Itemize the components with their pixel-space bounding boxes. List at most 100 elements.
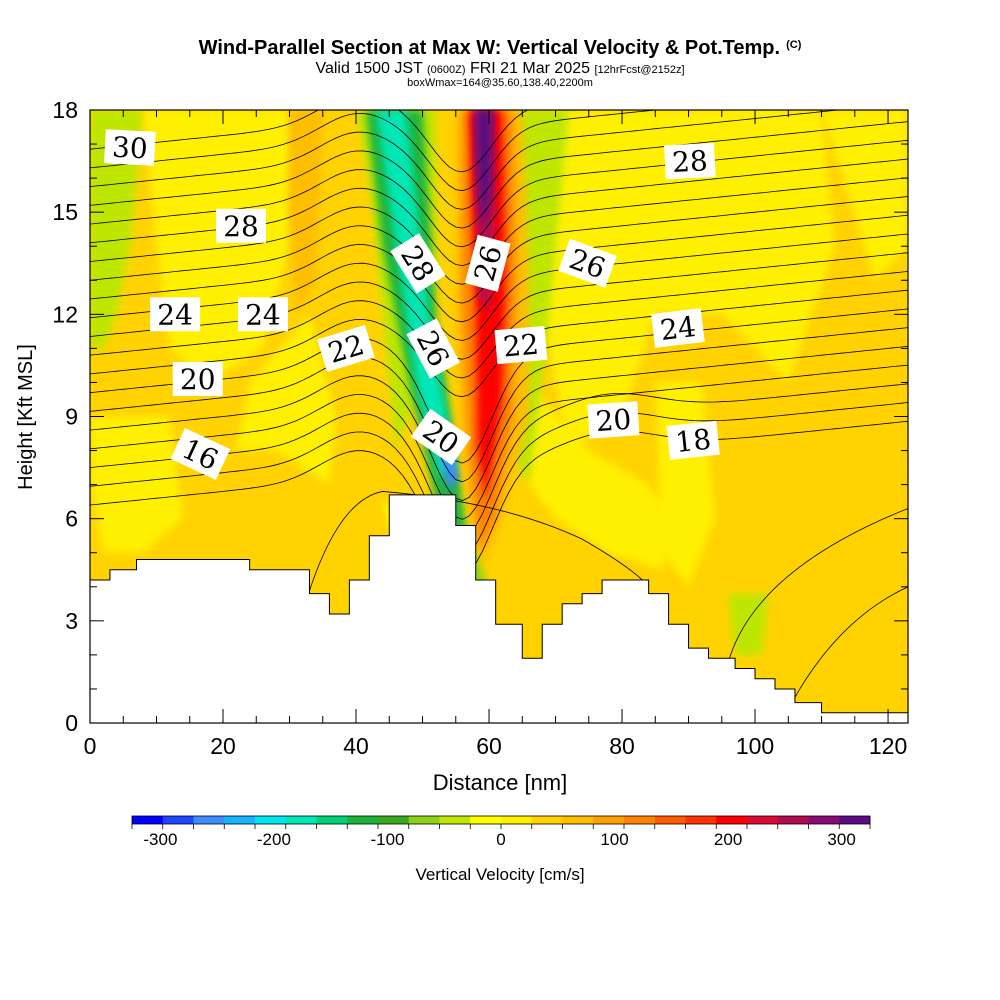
valid-time: Valid 1500 JST	[315, 60, 423, 77]
theta-contour-low-2	[728, 508, 908, 662]
contour-label-text: 22	[502, 328, 540, 364]
contour-label-6: 24	[150, 297, 201, 332]
colorbar-tick-label: 0	[496, 830, 505, 849]
valid-date: FRI 21 Mar 2025	[469, 60, 591, 77]
x-tick-label: 120	[869, 733, 907, 759]
x-tick-label: 40	[343, 733, 369, 759]
colorbar-swatch	[531, 816, 563, 824]
field-region-6	[528, 382, 676, 570]
terrain-mask	[89, 494, 909, 724]
theta-contour-9	[90, 252, 908, 360]
theta-contour-19	[90, 110, 529, 173]
contour-label-11: 24	[651, 308, 705, 348]
colorbar-swatch	[716, 816, 748, 824]
contour-label-5: 28	[664, 142, 716, 180]
colorbar-swatch	[501, 816, 533, 824]
y-axis-label: Height [Kft MSL]	[15, 344, 37, 490]
colorbar-swatch	[654, 816, 686, 824]
colorbar-swatch	[808, 816, 840, 824]
field-region-0	[90, 110, 144, 349]
colorbar-tick-label: -300	[143, 830, 177, 849]
colorbar-swatch	[132, 816, 164, 824]
contour-label-text: 24	[658, 310, 697, 347]
x-axis-label: Distance [nm]	[433, 770, 568, 795]
y-tick-label: 9	[65, 404, 78, 430]
contour-label-13: 20	[587, 401, 640, 439]
x-tick-label: 80	[609, 733, 635, 759]
colorbar-swatch	[255, 816, 287, 824]
theta-contour-low-3	[787, 586, 908, 710]
field-region-7	[90, 416, 184, 553]
contour-label-text: 30	[111, 131, 148, 166]
theta-contour-3	[90, 364, 908, 520]
y-tick-label: 0	[65, 710, 78, 736]
theta-contour-low-1	[295, 491, 649, 638]
colorbar-swatch	[562, 816, 594, 824]
contour-label-16: 18	[666, 420, 720, 460]
colorbar-label: Vertical Velocity [cm/s]	[415, 865, 584, 884]
colorbar-swatch	[162, 816, 194, 824]
x-tick-label: 60	[476, 733, 502, 759]
theta-contour-10	[90, 233, 908, 341]
theta-contour-1	[90, 402, 908, 558]
colorbar-swatch	[777, 816, 809, 824]
colorbar-swatch	[470, 816, 502, 824]
y-tick-label: 15	[52, 199, 78, 225]
contour-label-0: 30	[104, 129, 156, 166]
colorbar-swatch	[685, 816, 717, 824]
valid-utc: (0600Z)	[426, 64, 466, 76]
chart-subtitle: Valid 1500 JST (0600Z) FRI 21 Mar 2025 […	[0, 61, 1000, 78]
plume-region-9	[475, 110, 493, 230]
forecast-info: [12hrFcst@2152z]	[594, 64, 685, 76]
theta-contour-16	[90, 121, 908, 229]
contour-label-text: 28	[671, 144, 708, 179]
contour-label-text: 28	[223, 210, 259, 243]
contour-label-8: 22	[317, 324, 375, 372]
colorbar-swatch	[439, 816, 471, 824]
contour-label-text: 20	[595, 403, 633, 438]
field-region-10	[728, 593, 769, 655]
box-info: boxWmax=164@35.60,138.40,2200m	[407, 77, 593, 89]
contour-label-12: 20	[172, 362, 223, 396]
theta-contour-0	[90, 420, 908, 576]
field-region-5	[821, 110, 908, 281]
colorbar-tick-label: -100	[370, 830, 404, 849]
copyright-mark: (C)	[786, 39, 802, 51]
theta-contour-18	[90, 110, 660, 192]
y-tick-label: 12	[52, 301, 78, 327]
x-tick-label: 100	[736, 733, 774, 759]
colorbar-swatch	[193, 816, 225, 824]
title-main: Wind-Parallel Section at Max W: Vertical…	[198, 37, 781, 59]
colorbar-swatch	[593, 816, 625, 824]
contour-label-text: 24	[157, 298, 193, 331]
contour-label-text: 18	[674, 423, 713, 460]
contour-label-1: 28	[216, 208, 266, 243]
y-tick-label: 18	[52, 97, 78, 123]
chart-title: Wind-Parallel Section at Max W: Vertical…	[0, 37, 1000, 60]
contour-label-text: 20	[180, 363, 216, 396]
field-region-9	[728, 110, 795, 247]
contour-label-text: 24	[245, 298, 281, 331]
colorbar-swatch	[408, 816, 440, 824]
colorbar-tick-label: -200	[257, 830, 291, 849]
theta-contour-4	[90, 345, 908, 502]
x-tick-label: 0	[84, 733, 97, 759]
colorbar-swatch	[747, 816, 779, 824]
theta-contour-17	[90, 110, 843, 210]
theta-contour-5	[90, 327, 908, 483]
colorbar-swatch	[224, 816, 256, 824]
colorbar-swatch	[378, 816, 410, 824]
colorbar-tick-label: 100	[600, 830, 628, 849]
contour-label-7: 24	[237, 297, 288, 332]
y-tick-label: 3	[65, 608, 78, 634]
colorbar-swatch	[839, 816, 871, 824]
y-tick-label: 6	[65, 506, 78, 532]
colorbar-swatch	[285, 816, 317, 824]
colorbar-tick-label: 200	[714, 830, 742, 849]
colorbar: -300 -200 -100 0 100 200 300	[131, 815, 871, 849]
x-tick-label: 20	[210, 733, 236, 759]
axes: 0 20 40 60 80 100 120 0 3 6 9 12 15 18	[52, 97, 909, 759]
theta-contour-6	[90, 308, 908, 464]
colorbar-swatch	[347, 816, 379, 824]
